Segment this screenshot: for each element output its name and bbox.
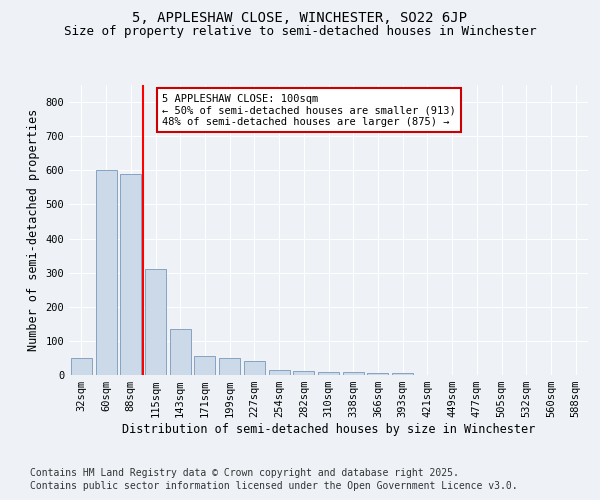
Bar <box>318 372 339 375</box>
Text: Size of property relative to semi-detached houses in Winchester: Size of property relative to semi-detach… <box>64 24 536 38</box>
Text: 5 APPLESHAW CLOSE: 100sqm
← 50% of semi-detached houses are smaller (913)
48% of: 5 APPLESHAW CLOSE: 100sqm ← 50% of semi-… <box>163 94 456 127</box>
Bar <box>120 174 141 375</box>
Y-axis label: Number of semi-detached properties: Number of semi-detached properties <box>27 109 40 351</box>
Text: Contains HM Land Registry data © Crown copyright and database right 2025.: Contains HM Land Registry data © Crown c… <box>30 468 459 477</box>
Bar <box>269 370 290 375</box>
Bar <box>392 374 413 375</box>
Bar <box>343 372 364 375</box>
Bar <box>219 358 240 375</box>
Bar <box>244 360 265 375</box>
Bar <box>145 269 166 375</box>
Bar <box>194 356 215 375</box>
Text: 5, APPLESHAW CLOSE, WINCHESTER, SO22 6JP: 5, APPLESHAW CLOSE, WINCHESTER, SO22 6JP <box>133 10 467 24</box>
Bar <box>71 358 92 375</box>
Bar <box>367 373 388 375</box>
Bar <box>95 170 116 375</box>
Bar <box>170 329 191 375</box>
Bar <box>293 371 314 375</box>
X-axis label: Distribution of semi-detached houses by size in Winchester: Distribution of semi-detached houses by … <box>122 423 535 436</box>
Text: Contains public sector information licensed under the Open Government Licence v3: Contains public sector information licen… <box>30 481 518 491</box>
